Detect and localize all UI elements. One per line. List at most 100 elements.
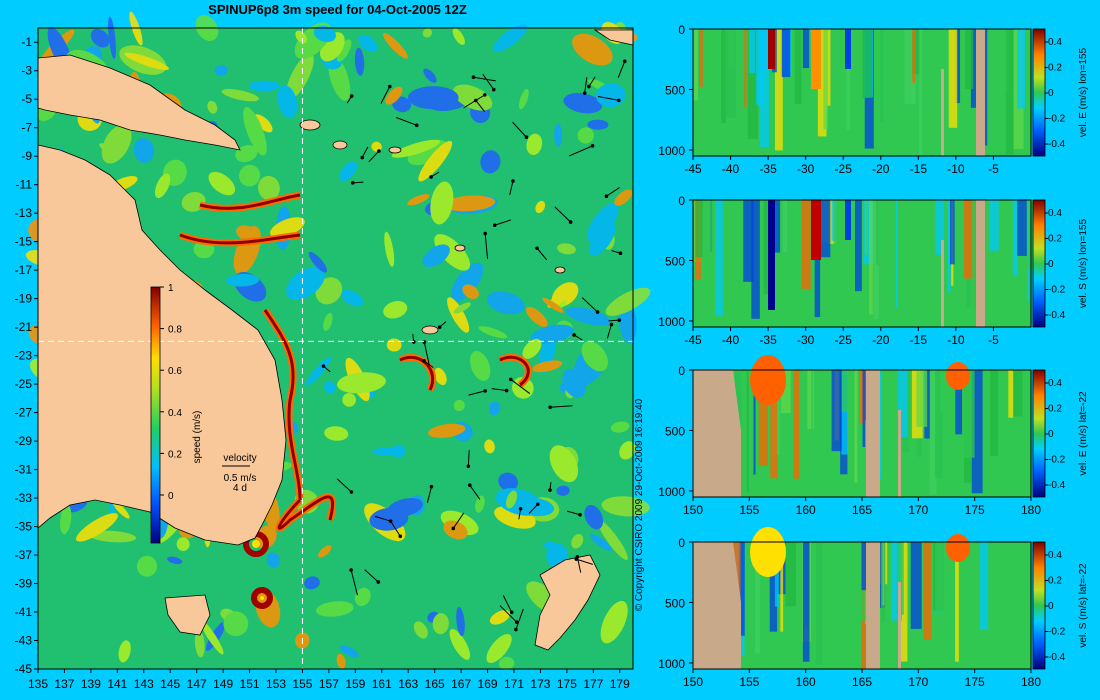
velocity-streak [823,29,828,130]
section-y-tick-label: 1000 [658,657,685,671]
speed-patch [589,222,616,256]
velocity-streak [955,542,959,662]
section-x-tick-label: -5 [988,162,999,176]
speed-patch [114,125,128,140]
map-x-tick-label: 179 [610,677,630,691]
velocity-colorbar-tick: 0.2 [1048,63,1062,74]
velocity-streak [1013,370,1023,417]
speed-patch [430,181,454,225]
section-x-tick-label: 180 [1021,675,1041,689]
section-y-tick-label: 0 [678,364,685,378]
speed-patch [258,175,280,201]
speed-patch [304,576,320,590]
velocity-streak [738,542,745,636]
speed-patch [565,307,611,326]
velocity-colorbar-tick: 0 [1048,88,1054,99]
arrow-head [509,610,514,615]
velocity-streak [1012,200,1018,277]
arrow-head [575,555,580,559]
speed-patch [239,164,261,187]
velocity-colorbar [1032,199,1046,328]
map-y-tick-label: -11 [16,178,33,192]
arrow-head [582,91,587,95]
velocity-arrow [584,77,588,94]
speed-patch [266,552,280,569]
velocity-arrow [389,520,401,537]
velocity-arrow [512,121,527,138]
velocity-streak [1005,29,1014,155]
velocity-streak [862,370,866,447]
speed-patch [383,300,408,319]
arrow-head [451,526,456,531]
velocity-streak [897,370,908,438]
section-x-tick-label: 160 [796,503,816,517]
speed-patch [392,444,406,458]
velocity-colorbar-tick: 0.4 [1048,208,1062,219]
velocity-arrow [380,86,391,104]
speed-patch [434,234,471,271]
velocity-streak [947,200,951,293]
section-y-tick-label: 1000 [658,144,685,158]
velocity-arrow [494,219,512,226]
island-land [554,266,566,274]
section-y-tick-label: 500 [665,254,685,268]
velocity-streak [721,29,726,124]
speed-colorbar-tick: 0.6 [168,366,182,377]
velocity-core [845,200,851,240]
speed-colorbar-label: speed (m/s) [192,411,203,464]
velocity-streak [725,29,736,118]
velocity-arrow [597,96,619,101]
speed-patch [571,534,584,549]
speed-patch [315,277,343,305]
velocity-streak [707,200,716,264]
arrow-head [349,568,353,572]
velocity-colorbar-label: vel. E (m/s) lat=-22 [1078,391,1089,476]
velocity-streak [1006,29,1009,93]
section-land [941,69,944,156]
arrow-head [471,75,476,79]
velocity-colorbar-tick: 0.2 [1048,234,1062,245]
velocity-streak [953,200,959,312]
velocity-core [811,200,821,260]
velocity-streak [868,200,873,315]
speed-patch [475,495,485,513]
velocity-core [768,29,775,69]
velocity-arrow [510,379,531,394]
map-y-tick-label: -25 [15,377,33,391]
velocity-arrow [536,247,548,261]
section-frame [692,28,1032,157]
arrow-head [578,512,582,517]
velocity-colorbar-tick: -0.4 [1048,480,1066,491]
arrow-head [483,389,487,393]
speed-patch [341,289,364,307]
speed-patch [614,189,633,206]
arrow-head [618,251,623,256]
velocity-arrow [576,558,593,565]
velocity-streak [955,29,961,104]
current-jet-core [263,309,302,501]
velocity-streak [950,200,955,265]
arrow-head [321,364,326,368]
velocity-streak [929,370,937,495]
velocity-streak [963,370,975,458]
velocity-arrow [361,146,369,158]
section-x-tick-label: -35 [759,162,777,176]
speed-patch [323,313,333,331]
arrow-head [617,318,622,322]
velocity-colorbar-tick: 0 [1048,259,1054,270]
speed-patch [543,541,556,549]
velocity-streak [912,29,920,75]
arrow-head [524,135,529,140]
speed-patch [305,356,332,386]
section-x-tick-label: 170 [908,503,928,517]
speed-patch [452,28,465,45]
speed-patch [484,439,495,454]
velocity-streak [747,29,759,140]
velocity-streak [782,200,788,253]
velocity-streak [912,29,916,84]
velocity-streak [875,200,879,265]
arrow-head [548,405,552,410]
speed-patch [308,251,328,273]
velocity-streak [880,29,884,123]
